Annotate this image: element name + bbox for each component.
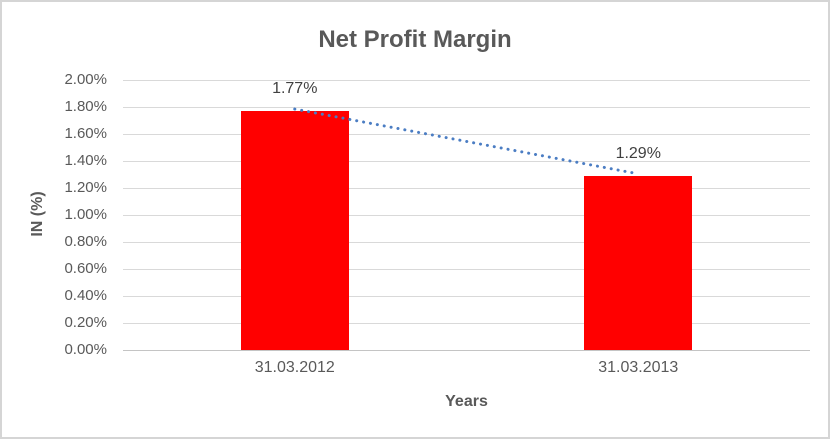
x-axis-title: Years [445,393,488,410]
gridline [123,269,810,270]
x-axis-tick-labels: 31.03.2012 31.03.2013 [123,359,810,379]
gridline [123,80,810,81]
y-axis-tick-labels: 2.00% 1.80% 1.60% 1.40% 1.20% 1.00% 0.80% 0.60%… [2,71,107,358]
y-tick-label: 0.80% [64,233,107,250]
chart-title: Net Profit Margin [318,26,512,53]
x-tick-label: 31.03.2013 [598,359,679,376]
plot-area: 1.77% 1.29% [123,80,810,351]
gridline [123,215,810,216]
gridline [123,107,810,108]
y-tick-label: 0.40% [64,287,107,304]
gridline [123,134,810,135]
y-tick-label: 1.80% [64,98,107,115]
trendline-segment [293,107,640,176]
x-axis-line [123,350,810,351]
y-tick-label: 1.20% [64,179,107,196]
y-tick-label: 0.60% [64,260,107,277]
y-tick-label: 2.00% [64,71,107,88]
gridline [123,188,810,189]
bar-31.03.2013 [584,175,693,350]
x-tick-label: 31.03.2012 [254,359,335,376]
y-tick-label: 0.20% [64,314,107,331]
y-tick-label: 0.00% [64,341,107,358]
y-tick-label: 1.40% [64,152,107,169]
gridline [123,323,810,324]
bar-31.03.2012 [240,111,349,350]
gridline [123,296,810,297]
y-tick-label: 1.60% [64,125,107,142]
y-tick-label: 1.00% [64,206,107,223]
data-label: 1.29% [615,144,661,162]
trendline [293,107,640,176]
data-label: 1.77% [272,80,318,98]
gridline [123,242,810,243]
gridline [123,161,810,162]
